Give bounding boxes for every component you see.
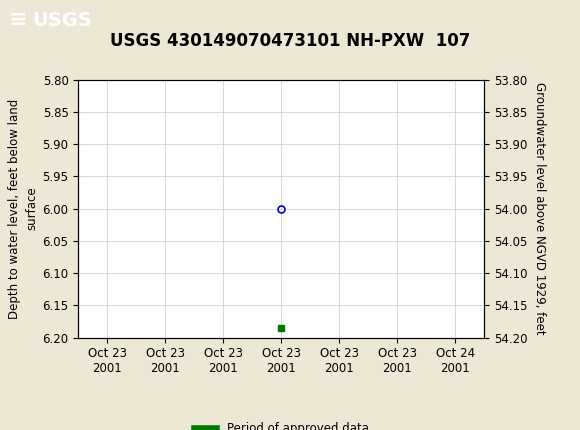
Y-axis label: Groundwater level above NGVD 1929, feet: Groundwater level above NGVD 1929, feet [533,82,546,335]
Legend: Period of approved data: Period of approved data [189,418,374,430]
Text: USGS 430149070473101 NH-PXW  107: USGS 430149070473101 NH-PXW 107 [110,32,470,50]
Text: ≡: ≡ [9,10,27,31]
Text: USGS: USGS [32,11,92,30]
Y-axis label: Depth to water level, feet below land
surface: Depth to water level, feet below land su… [8,98,38,319]
